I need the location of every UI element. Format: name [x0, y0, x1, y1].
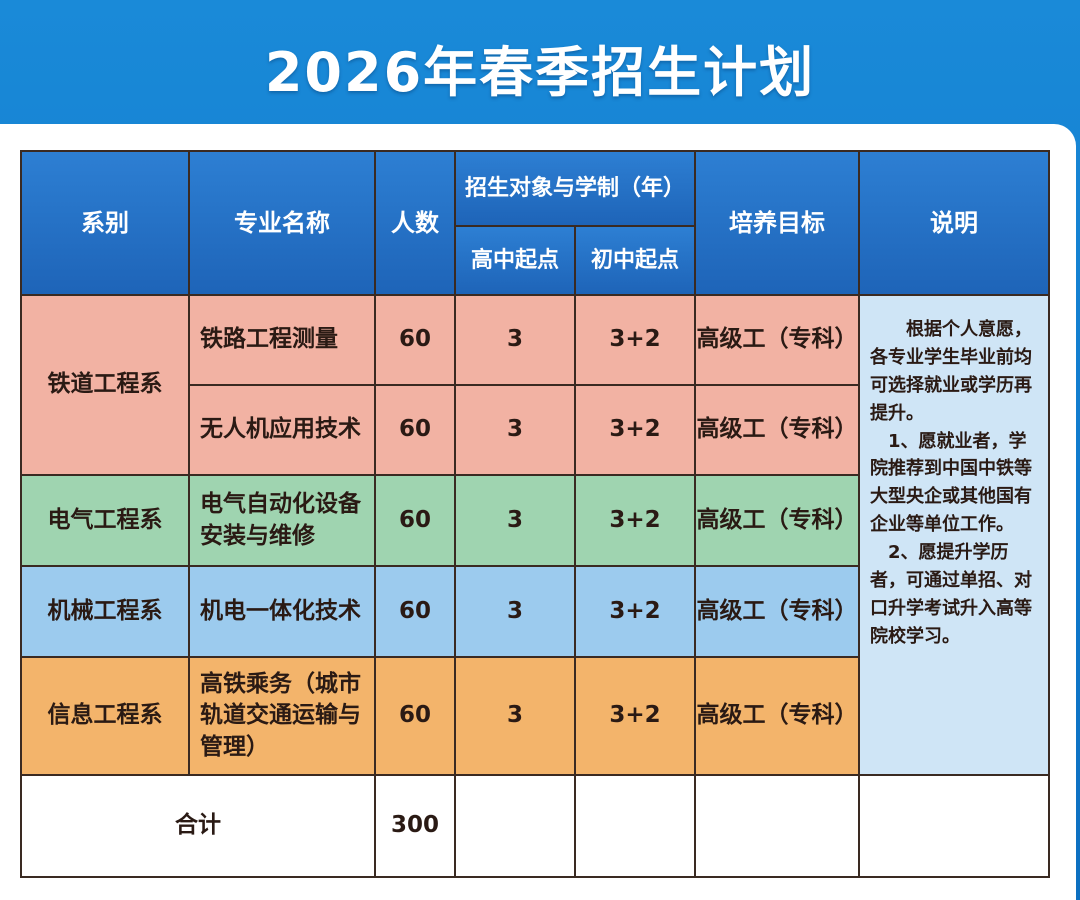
goal-cell: 高级工（专科） [694, 656, 860, 776]
count-cell: 60 [374, 565, 456, 658]
junior-school-cell: 3+2 [574, 384, 696, 476]
note-item-1: 1、愿就业者，学院推荐到中国中铁等大型央企或其他国有企业等单位工作。 [870, 430, 1032, 536]
department-cell: 机械工程系 [20, 565, 190, 658]
goal-cell: 高级工（专科） [694, 474, 860, 567]
high-school-cell: 3 [454, 474, 576, 567]
major-cell: 高铁乘务（城市轨道交通运输与管理） [188, 656, 376, 776]
major-cell: 电气自动化设备安装与维修 [188, 474, 376, 567]
high-school-cell: 3 [454, 656, 576, 776]
major-cell: 机电一体化技术 [188, 565, 376, 658]
header-junior-school: 初中起点 [574, 225, 696, 296]
high-school-cell: 3 [454, 384, 576, 476]
count-cell: 60 [374, 294, 456, 386]
total-empty-cell [574, 774, 696, 878]
major-cell: 无人机应用技术 [188, 384, 376, 476]
count-cell: 60 [374, 656, 456, 776]
header-count: 人数 [374, 150, 456, 296]
goal-cell: 高级工（专科） [694, 565, 860, 658]
department-cell: 电气工程系 [20, 474, 190, 567]
total-empty-cell [454, 774, 576, 878]
high-school-cell: 3 [454, 294, 576, 386]
count-cell: 60 [374, 474, 456, 567]
page-title: 2026年春季招生计划 [264, 41, 816, 104]
total-count: 300 [374, 774, 456, 878]
header-department: 系别 [20, 150, 190, 296]
header-major: 专业名称 [188, 150, 376, 296]
header-note: 说明 [858, 150, 1050, 296]
major-cell: 铁路工程测量 [188, 294, 376, 386]
total-empty-cell [694, 774, 860, 878]
header-high-school: 高中起点 [454, 225, 576, 296]
note-item-2: 2、愿提升学历者，可通过单招、对口升学考试升入高等院校学习。 [870, 542, 1032, 647]
header-goal: 培养目标 [694, 150, 860, 296]
junior-school-cell: 3+2 [574, 565, 696, 658]
department-cell: 信息工程系 [20, 656, 190, 776]
total-empty-cell [858, 774, 1050, 878]
note-intro: 根据个人意愿，各专业学生毕业前均可选择就业或学历再提升。 [870, 319, 1032, 424]
total-label: 合计 [20, 774, 376, 878]
header-admission: 招生对象与学制（年） [454, 150, 696, 227]
goal-cell: 高级工（专科） [694, 384, 860, 476]
note-cell: 根据个人意愿，各专业学生毕业前均可选择就业或学历再提升。 1、愿就业者，学院推荐… [858, 294, 1050, 776]
goal-cell: 高级工（专科） [694, 294, 860, 386]
junior-school-cell: 3+2 [574, 474, 696, 567]
department-cell: 铁道工程系 [20, 294, 190, 476]
high-school-cell: 3 [454, 565, 576, 658]
junior-school-cell: 3+2 [574, 294, 696, 386]
count-cell: 60 [374, 384, 456, 476]
junior-school-cell: 3+2 [574, 656, 696, 776]
